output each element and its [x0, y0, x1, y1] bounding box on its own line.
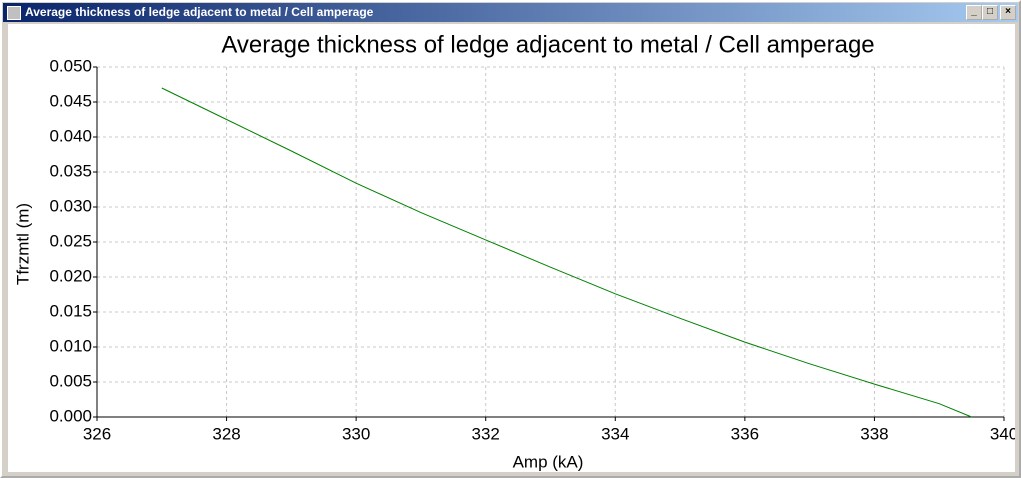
chart-title: Average thickness of ledge adjacent to m…	[221, 31, 874, 58]
y-tick-label: 0.040	[49, 126, 92, 145]
window-icon	[7, 6, 21, 20]
x-tick-label: 330	[342, 424, 370, 443]
x-axis-label: Amp (kA)	[513, 452, 584, 471]
x-tick-label: 328	[212, 424, 240, 443]
minimize-button[interactable]: _	[966, 5, 982, 20]
maximize-button[interactable]: □	[982, 5, 998, 20]
y-tick-label: 0.035	[49, 161, 92, 180]
y-tick-label: 0.050	[49, 56, 92, 75]
window-title: Average thickness of ledge adjacent to m…	[25, 5, 374, 19]
x-tick-label: 340	[990, 424, 1015, 443]
x-tick-label: 336	[731, 424, 759, 443]
y-tick-label: 0.005	[49, 371, 92, 390]
chart: Average thickness of ledge adjacent to m…	[8, 24, 1015, 472]
y-tick-label: 0.030	[49, 196, 92, 215]
x-tick-label: 338	[860, 424, 888, 443]
y-tick-label: 0.010	[49, 336, 92, 355]
y-tick-label: 0.045	[49, 91, 92, 110]
y-axis-label: Tfrzmtl (m)	[13, 203, 32, 285]
y-tick-label: 0.015	[49, 301, 92, 320]
close-button[interactable]: ×	[1000, 5, 1016, 20]
y-tick-label: 0.000	[49, 406, 92, 425]
data-line	[161, 87, 972, 418]
x-tick-label: 326	[83, 424, 111, 443]
y-tick-label: 0.020	[49, 266, 92, 285]
y-tick-label: 0.025	[49, 231, 92, 250]
title-bar: Average thickness of ledge adjacent to m…	[3, 3, 1018, 22]
x-tick-label: 334	[601, 424, 629, 443]
x-tick-label: 332	[472, 424, 500, 443]
